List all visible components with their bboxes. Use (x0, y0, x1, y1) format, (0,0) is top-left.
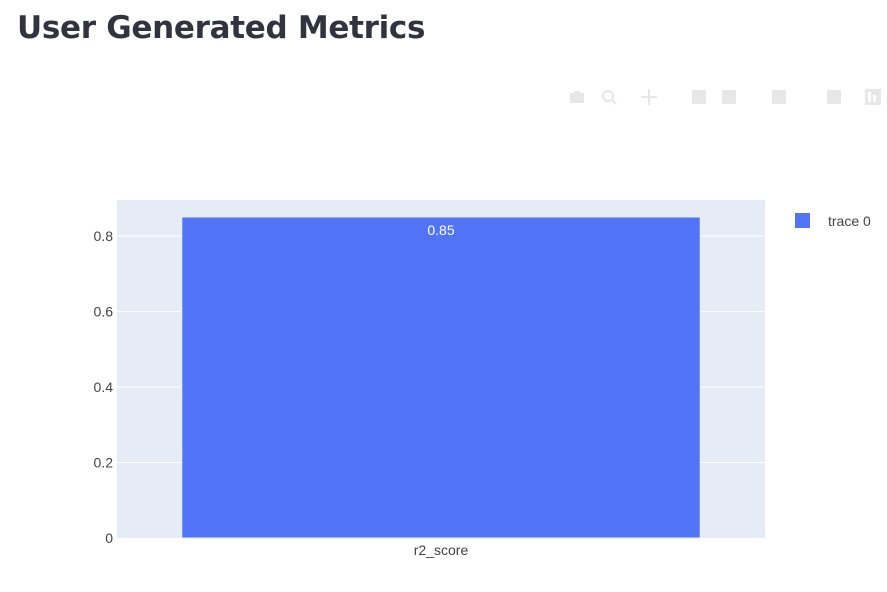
zoom-in-icon[interactable] (690, 88, 708, 106)
zoom-icon[interactable] (600, 88, 618, 106)
y-tick-label: 0.2 (94, 454, 114, 470)
chart-modebar[interactable] (530, 88, 885, 108)
camera-icon[interactable] (568, 88, 586, 106)
zoom-out-icon[interactable] (720, 88, 738, 106)
autoscale-icon[interactable] (770, 88, 788, 106)
bar-value-label: 0.85 (427, 222, 454, 238)
x-axis: r2_score (414, 542, 469, 558)
legend-swatch (795, 213, 810, 228)
bars (181, 216, 701, 539)
pan-icon[interactable] (640, 88, 658, 106)
legend-item[interactable]: trace 0 (795, 213, 871, 229)
page-title: User Generated Metrics (17, 10, 426, 46)
x-tick-label: r2_score (414, 542, 469, 558)
legend: trace 0 (795, 213, 871, 229)
y-tick-label: 0.8 (94, 228, 114, 244)
reset-axes-icon[interactable] (825, 88, 843, 106)
legend-label: trace 0 (828, 213, 871, 229)
y-axis: 0 0.2 0.4 0.6 0.8 (94, 228, 114, 546)
y-tick-label: 0 (105, 530, 113, 546)
y-tick-label: 0.6 (94, 303, 114, 319)
plotly-logo-icon[interactable] (864, 88, 882, 106)
bar-r2_score[interactable] (181, 216, 701, 539)
data-labels: 0.85 (427, 222, 454, 238)
y-tick-label: 0.4 (94, 379, 114, 395)
